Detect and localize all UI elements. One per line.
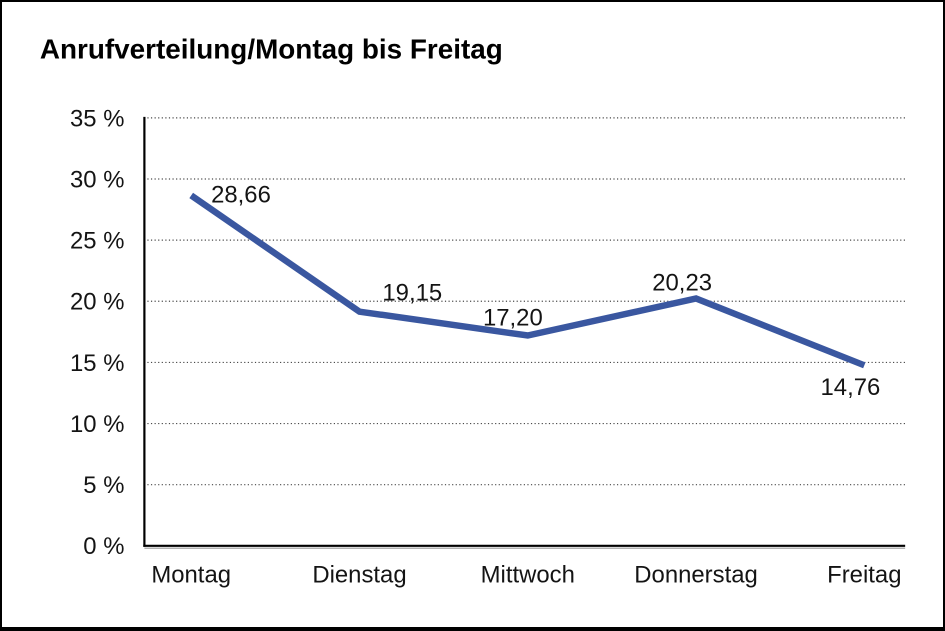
data-series (189, 192, 866, 369)
x-category-label: Freitag (827, 561, 901, 588)
y-tick-label: 25 % (70, 228, 124, 255)
series-line-anrufverteilung (189, 192, 866, 369)
data-point-label: 28,66 (211, 181, 271, 208)
y-tick-label: 15 % (70, 350, 124, 377)
y-tick-label: 10 % (70, 411, 124, 438)
data-point-labels: 28,66 19,15 17,20 20,23 14,76 (211, 181, 880, 401)
y-tick-label: 20 % (70, 289, 124, 316)
data-point-label: 20,23 (652, 270, 712, 297)
x-category-label: Mittwoch (481, 561, 575, 588)
y-tick-label: 35 % (70, 105, 124, 132)
x-axis-category-labels: Montag Dienstag Mittwoch Donnerstag Freitag (151, 561, 901, 588)
x-category-label: Dienstag (312, 561, 406, 588)
y-axis-tick-labels: 0 % 5 % 10 % 15 % 20 % 25 % 30 % 35 % (70, 105, 124, 560)
y-tick-label: 5 % (83, 472, 124, 499)
data-point-label: 19,15 (382, 280, 442, 307)
x-category-label: Montag (151, 561, 231, 588)
y-tick-label: 30 % (70, 166, 124, 193)
x-category-label: Donnerstag (634, 561, 758, 588)
data-point-label: 14,76 (821, 374, 881, 401)
y-tick-label: 0 % (83, 533, 124, 560)
gridlines (147, 117, 906, 486)
chart-title: Anrufverteilung/Montag bis Freitag (40, 34, 503, 65)
data-point-label: 17,20 (483, 305, 543, 332)
